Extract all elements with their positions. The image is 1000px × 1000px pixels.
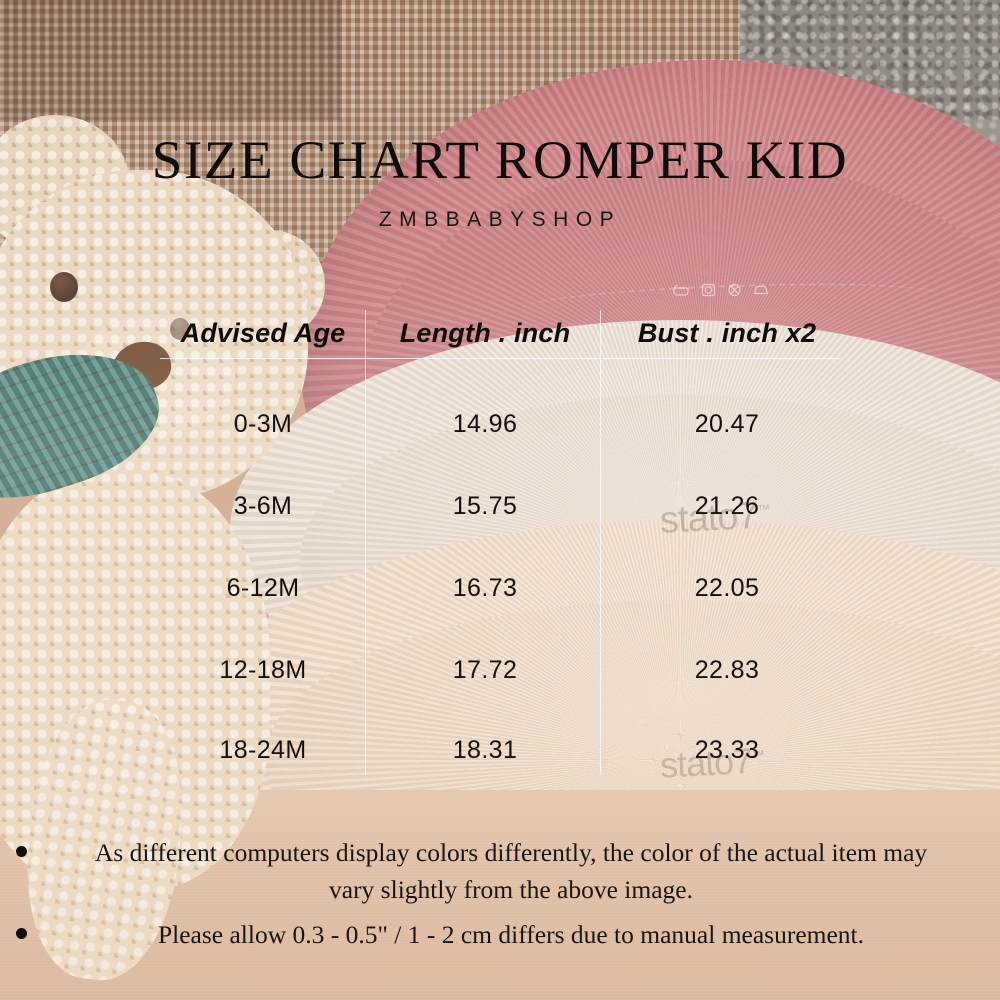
wash-tub-icon xyxy=(672,283,690,297)
care-label-symbols xyxy=(672,283,770,297)
list-item: As different computers display colors di… xyxy=(0,834,1000,908)
header-divider-rule xyxy=(160,358,840,359)
bear-left-eye xyxy=(50,272,78,302)
burlap-fabric-shadow xyxy=(0,0,340,120)
bullet-icon xyxy=(16,846,27,857)
table-row: 18-24M xyxy=(219,736,307,764)
shop-name-subtitle: ZMBBABYSHOP xyxy=(378,208,622,231)
disclaimer-notes: As different computers display colors di… xyxy=(0,834,1000,953)
table-row: 22.83 xyxy=(694,656,760,684)
column-header-advised-age: Advised Age xyxy=(180,318,346,348)
table-row: 21.26 xyxy=(694,492,760,520)
column-header-bust: Bust . inch x2 xyxy=(637,318,817,348)
bear-right-eye xyxy=(170,318,190,340)
list-item: Please allow 0.3 - 0.5" / 1 - 2 cm diffe… xyxy=(0,916,1000,953)
column-divider-1 xyxy=(365,310,366,775)
table-row: 20.47 xyxy=(694,410,760,438)
table-row: 23.33 xyxy=(694,736,760,764)
note-text: As different computers display colors di… xyxy=(94,838,928,904)
column-header-length: Length . inch xyxy=(399,318,571,348)
table-row: 3-6M xyxy=(233,492,293,520)
table-row: 12-18M xyxy=(219,656,307,684)
tumble-dry-icon xyxy=(701,283,716,297)
iron-icon xyxy=(753,283,770,297)
note-text: Please allow 0.3 - 0.5" / 1 - 2 cm diffe… xyxy=(157,920,865,949)
table-row: 18.31 xyxy=(452,736,518,764)
column-divider-2 xyxy=(600,310,601,775)
bear-body xyxy=(0,470,270,890)
table-row: 6-12M xyxy=(226,574,300,602)
table-row: 15.75 xyxy=(452,492,518,520)
table-row: 22.05 xyxy=(694,574,760,602)
table-row: 14.96 xyxy=(452,410,518,438)
do-not-bleach-icon xyxy=(727,283,742,297)
table-row: 17.72 xyxy=(452,656,518,684)
crochet-teddy-bear xyxy=(0,60,360,1000)
table-row: 0-3M xyxy=(233,410,293,438)
page-title: SIZE CHART ROMPER KID xyxy=(151,130,849,190)
bullet-icon xyxy=(16,928,27,939)
table-row: 16.73 xyxy=(452,574,518,602)
